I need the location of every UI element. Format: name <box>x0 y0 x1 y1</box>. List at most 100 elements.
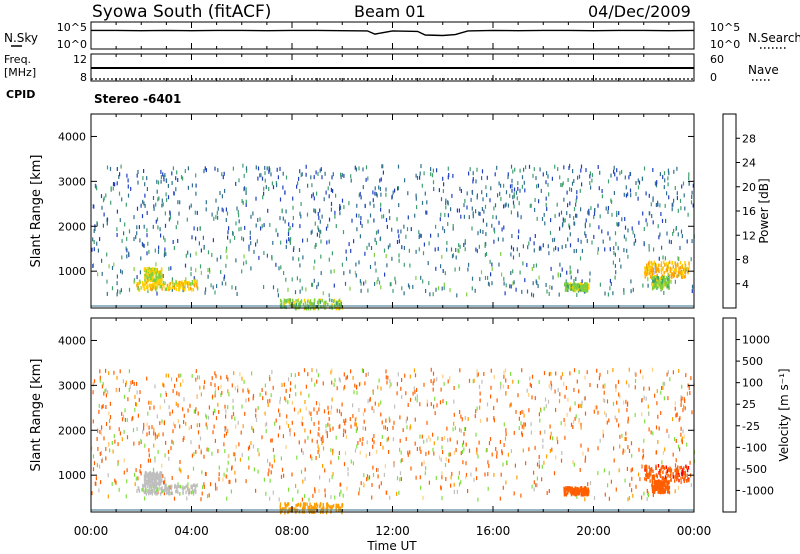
echo-cell <box>137 413 139 418</box>
echo-cell <box>545 202 547 207</box>
echo-cell <box>287 400 289 405</box>
echo-region-cell <box>670 471 672 475</box>
echo-cell <box>142 176 144 181</box>
echo-cell <box>398 253 400 258</box>
echo-region-cell <box>586 492 589 497</box>
echo-cell <box>624 225 627 230</box>
echo-cell <box>348 242 350 247</box>
echo-region-cell <box>663 466 666 470</box>
echo-region-cell <box>304 301 307 305</box>
echo-cell <box>136 402 138 407</box>
echo-region-cell <box>176 489 178 494</box>
echo-cell <box>317 225 319 230</box>
echo-cell <box>646 489 648 493</box>
echo-region-cell <box>660 261 663 265</box>
echo-cell <box>440 212 442 217</box>
echo-region-cell <box>283 298 285 302</box>
echo-region-cell <box>655 268 657 272</box>
echo-cell <box>566 270 568 275</box>
echo-cell <box>554 164 556 169</box>
echo-cell <box>204 166 206 171</box>
echo-cell <box>561 451 563 455</box>
echo-region-cell <box>155 271 157 276</box>
echo-cell <box>221 391 223 395</box>
echo-cell <box>666 191 668 196</box>
echo-cell <box>241 453 243 457</box>
echo-cell <box>474 414 476 419</box>
echo-cell <box>479 405 481 410</box>
echo-region-cell <box>572 488 575 493</box>
echo-region-cell <box>186 487 189 492</box>
echo-cell <box>292 196 294 201</box>
echo-cell <box>631 476 633 481</box>
echo-cell <box>579 403 581 408</box>
echo-region-cell <box>280 300 283 304</box>
echo-region-cell <box>683 471 685 476</box>
echo-region-cell <box>164 486 166 490</box>
echo-cell <box>419 233 421 238</box>
echo-cell <box>225 426 227 431</box>
echo-cell <box>162 274 164 278</box>
echo-cell <box>569 201 571 206</box>
echo-cell <box>557 388 559 392</box>
echo-cell <box>347 472 349 477</box>
echo-cell <box>135 402 137 407</box>
echo-cell <box>139 238 141 243</box>
echo-cell <box>499 191 501 196</box>
echo-cell <box>635 484 637 489</box>
echo-cell <box>146 432 148 437</box>
echo-region-cell <box>306 502 308 506</box>
echo-cell <box>322 381 324 386</box>
echo-cell <box>614 275 616 280</box>
echo-region-cell <box>569 282 572 286</box>
echo-cell <box>155 202 157 207</box>
echo-region-cell <box>574 488 576 492</box>
echo-cell <box>613 251 615 255</box>
echo-region-cell <box>161 478 163 483</box>
echo-cell <box>430 233 432 238</box>
echo-cell <box>268 169 270 174</box>
echo-cell <box>661 460 663 465</box>
echo-cell <box>447 379 449 384</box>
echo-cell <box>317 432 319 437</box>
echo-cell <box>513 194 515 199</box>
echo-cell <box>264 165 266 170</box>
echo-cell <box>360 195 362 200</box>
echo-cell <box>113 262 115 267</box>
echo-cell <box>675 226 677 231</box>
echo-cell <box>332 472 334 477</box>
echo-cell <box>510 245 513 250</box>
echo-cell <box>311 282 314 287</box>
echo-cell <box>251 371 253 376</box>
echo-cell <box>125 494 127 499</box>
nsearch-tick-bottom: 10^0 <box>710 38 740 51</box>
echo-cell <box>273 454 275 459</box>
echo-cell <box>657 224 659 229</box>
echo-cell <box>361 441 363 446</box>
echo-cell <box>396 240 399 244</box>
echo-cell <box>476 450 478 455</box>
echo-region-cell <box>180 283 183 287</box>
echo-region-cell <box>166 491 168 495</box>
echo-cell <box>545 196 547 201</box>
echo-region-cell <box>159 278 161 283</box>
echo-cell <box>425 289 427 293</box>
echo-cell <box>482 197 484 202</box>
echo-cell <box>627 254 629 259</box>
echo-cell <box>242 163 244 168</box>
echo-region-cell <box>335 503 337 508</box>
echo-cell <box>649 211 651 216</box>
echo-cell <box>386 380 388 385</box>
echo-cell <box>434 396 436 401</box>
echo-cell <box>553 471 556 476</box>
echo-cell <box>199 436 202 441</box>
echo-cell <box>573 387 575 392</box>
echo-region-cell <box>564 288 567 292</box>
echo-region-cell <box>161 283 164 287</box>
echo-region-cell <box>299 300 302 305</box>
echo-cell <box>385 375 387 380</box>
echo-cell <box>377 474 379 479</box>
echo-cell <box>625 193 627 198</box>
echo-cell <box>582 451 584 456</box>
echo-cell <box>379 186 381 191</box>
